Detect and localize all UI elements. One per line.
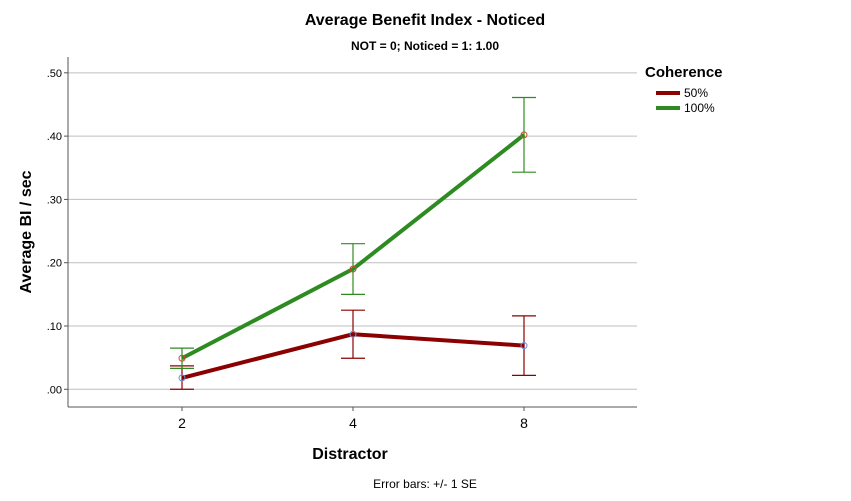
y-tick-label-1: .10 xyxy=(47,321,62,333)
data-point-1-0 xyxy=(178,354,186,362)
footnote: Error bars: +/- 1 SE xyxy=(373,477,477,491)
series-1 xyxy=(170,96,536,369)
legend-title: Coherence xyxy=(645,64,723,81)
data-point-1-1 xyxy=(349,265,357,273)
legend-label-1: 100% xyxy=(684,101,715,115)
series-0 xyxy=(170,309,536,390)
x-tick-label-0: 2 xyxy=(178,415,186,431)
data-point-1-2 xyxy=(520,131,528,139)
y-tick-label-3: .30 xyxy=(47,194,62,206)
x-axis-ticks: 2 4 8 xyxy=(178,407,528,431)
y-tick-label-0: .00 xyxy=(47,384,62,396)
y-tick-label-4: .40 xyxy=(47,131,62,143)
x-tick-label-2: 8 xyxy=(520,415,528,431)
y-tick-label-5: .50 xyxy=(47,68,62,80)
series-line-0 xyxy=(181,332,525,380)
chart-subtitle: NOT = 0; Noticed = 1: 1.00 xyxy=(351,39,499,53)
data-point-0-2 xyxy=(520,342,528,350)
series-layer xyxy=(170,96,536,390)
x-tick-label-1: 4 xyxy=(349,415,357,431)
data-point-0-1 xyxy=(349,330,357,338)
x-axis-title: Distractor xyxy=(312,446,388,463)
series-line-1 xyxy=(181,133,526,361)
legend: Coherence 50%100% xyxy=(645,64,723,115)
y-tick-label-2: .20 xyxy=(47,258,62,270)
chart-title: Average Benefit Index - Noticed xyxy=(305,12,545,29)
y-axis-title: Average BI / sec xyxy=(18,170,35,293)
data-point-0-0 xyxy=(178,374,186,382)
y-axis-ticks: .00 .10 .20 .30 .40 .50 xyxy=(47,68,68,396)
legend-label-0: 50% xyxy=(684,86,708,100)
